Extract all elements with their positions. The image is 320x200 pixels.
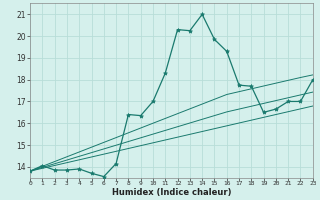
X-axis label: Humidex (Indice chaleur): Humidex (Indice chaleur) bbox=[112, 188, 231, 197]
